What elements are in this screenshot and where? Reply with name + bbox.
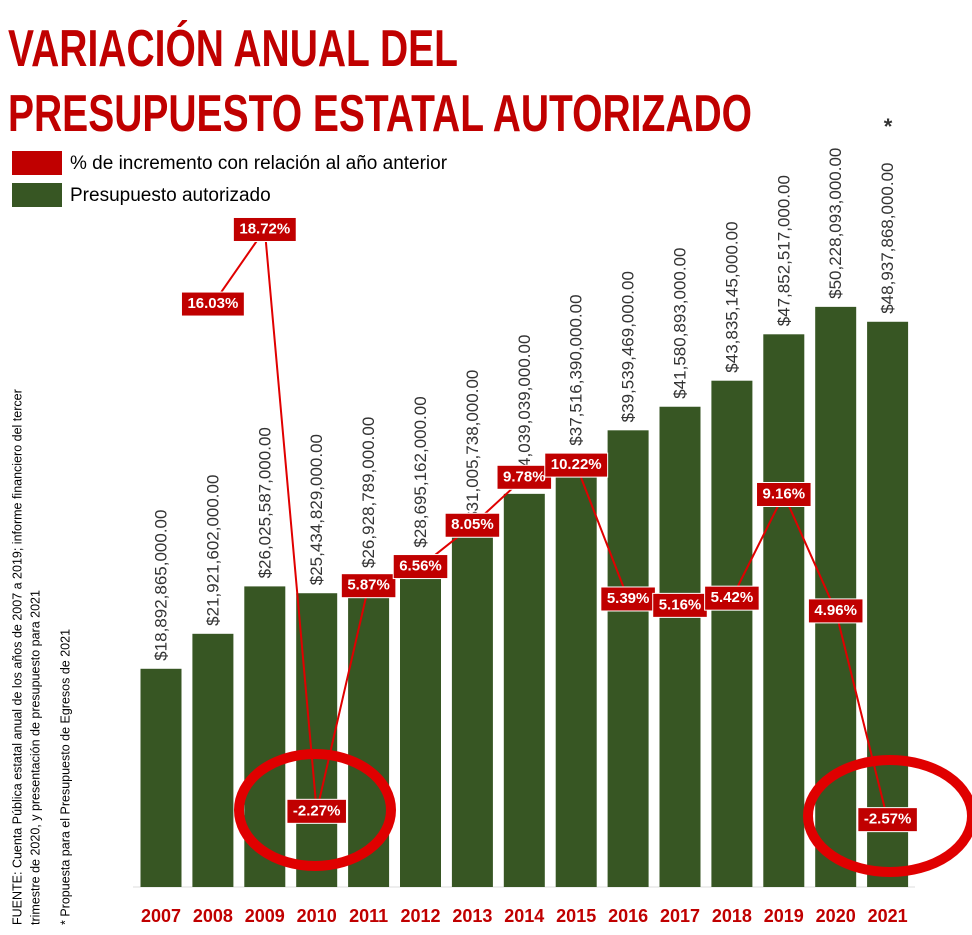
chart-title: VARIACIÓN ANUAL DEL — [8, 20, 458, 78]
point-label-text: 5.87% — [347, 577, 390, 594]
point-label-box — [180, 291, 245, 317]
source-note: FUENTE: Cuenta Pública estatal anual de … — [10, 389, 24, 925]
chart-title: PRESUPUESTO ESTATAL AUTORIZADO — [8, 85, 752, 143]
bar-label: $21,921,602,000.00 — [203, 475, 222, 626]
point-label-text: 5.39% — [607, 590, 650, 607]
point-label: 5.39% — [600, 586, 656, 612]
bar-label: $25,434,829,000.00 — [307, 434, 326, 585]
source-note: * Propuesta para el Presupuesto de Egres… — [58, 629, 72, 925]
bar-label: $31,005,738,000.00 — [463, 370, 482, 521]
point-label-text: 10.22% — [551, 456, 602, 473]
x-tick-label: 2015 — [556, 906, 596, 926]
point-label-text: 5.16% — [659, 596, 702, 613]
legend-label: % de incremento con relación al año ante… — [70, 153, 448, 174]
x-tick-label: 2017 — [660, 906, 700, 926]
x-tick-label: 2010 — [297, 906, 337, 926]
point-label: 5.42% — [704, 585, 760, 611]
x-tick-label: 2011 — [349, 906, 388, 926]
x-tick-label: 2008 — [193, 906, 233, 926]
point-label-text: 4.96% — [814, 602, 857, 619]
bar — [867, 321, 909, 887]
point-label: 4.96% — [807, 598, 864, 624]
point-label-box — [392, 554, 449, 580]
x-tick-label: 2013 — [452, 906, 492, 926]
point-label: 5.16% — [652, 592, 708, 618]
x-tick-label: 2020 — [816, 906, 856, 926]
point-label: 16.03% — [180, 291, 245, 317]
point-label-box — [600, 586, 656, 612]
bar — [607, 430, 649, 887]
point-label-text: 6.56% — [399, 558, 442, 575]
source-note: trimestre de 2020, y presentación de pre… — [28, 590, 42, 925]
bar — [400, 555, 441, 887]
legend-swatch — [12, 151, 62, 175]
point-label-box — [756, 481, 812, 507]
point-label-box — [444, 512, 501, 538]
bar — [140, 668, 182, 887]
bar-label: $41,580,893,000.00 — [670, 247, 689, 398]
point-label: 6.56% — [392, 554, 449, 580]
bar-label: $34,039,039,000.00 — [515, 335, 534, 486]
bar — [815, 306, 857, 887]
point-label-box — [857, 807, 918, 833]
bar-label: $28,695,162,000.00 — [411, 396, 430, 547]
bar — [555, 453, 597, 887]
point-label-box — [340, 573, 397, 599]
point-label-box — [704, 585, 760, 611]
point-label-text: 9.78% — [503, 468, 546, 485]
point-label-text: 18.72% — [239, 220, 290, 237]
point-label-text: -2.57% — [864, 811, 912, 828]
point-label-text: 5.42% — [711, 589, 754, 606]
bar-label: $26,025,587,000.00 — [255, 427, 274, 578]
point-label-box — [544, 452, 609, 478]
point-label: -2.27% — [286, 798, 347, 824]
point-label-box — [286, 798, 347, 824]
x-tick-label: 2018 — [712, 906, 752, 926]
x-tick-label: 2014 — [504, 906, 544, 926]
bar — [659, 406, 701, 887]
point-label-text: 8.05% — [451, 516, 494, 533]
bar — [296, 593, 338, 887]
bar — [451, 528, 493, 887]
x-tick-label: 2016 — [608, 906, 648, 926]
highlight-circle — [803, 755, 972, 877]
point-label: 18.72% — [232, 216, 297, 242]
point-label-box — [232, 216, 297, 242]
point-label: 10.22% — [544, 452, 609, 478]
annotation: * — [884, 114, 893, 139]
x-tick-label: 2007 — [141, 906, 181, 926]
bar-label: $48,937,868,000.00 — [878, 163, 897, 314]
point-label: -2.57% — [857, 807, 918, 833]
bar-label: $39,539,469,000.00 — [619, 271, 638, 422]
plot-area: 2007 2008 2009 2010 2011 2012 2013 2014 2015 2016… — [133, 148, 918, 926]
point-label: 9.78% — [496, 464, 553, 490]
bar — [192, 633, 234, 887]
bar — [763, 334, 805, 887]
x-tick-label: 2019 — [764, 906, 804, 926]
point-label: 5.87% — [340, 573, 397, 599]
point-label: 8.05% — [444, 512, 501, 538]
point-label-text: -2.27% — [293, 802, 341, 819]
point-label-box — [496, 464, 553, 490]
legend-swatch — [12, 183, 62, 207]
point-label-box — [807, 598, 864, 624]
x-tick-label: 2012 — [400, 906, 440, 926]
bar-label: $43,835,145,000.00 — [722, 221, 741, 372]
point-label-text: 16.03% — [187, 295, 238, 312]
x-tick-label: 2021 — [868, 906, 908, 926]
bar-label: $47,852,517,000.00 — [774, 175, 793, 326]
point-label-text: 9.16% — [763, 485, 806, 502]
point-label: 9.16% — [756, 481, 812, 507]
bar — [711, 380, 753, 887]
bar-label: $50,228,093,000.00 — [826, 148, 845, 299]
bar — [503, 493, 545, 887]
bar-label: $37,516,390,000.00 — [567, 294, 586, 445]
bar-label: $26,928,789,000.00 — [359, 417, 378, 568]
legend-label: Presupuesto autorizado — [70, 185, 271, 206]
bar-label: $18,892,865,000.00 — [151, 510, 170, 661]
highlight-circle — [234, 749, 396, 871]
x-tick-label: 2009 — [245, 906, 285, 926]
